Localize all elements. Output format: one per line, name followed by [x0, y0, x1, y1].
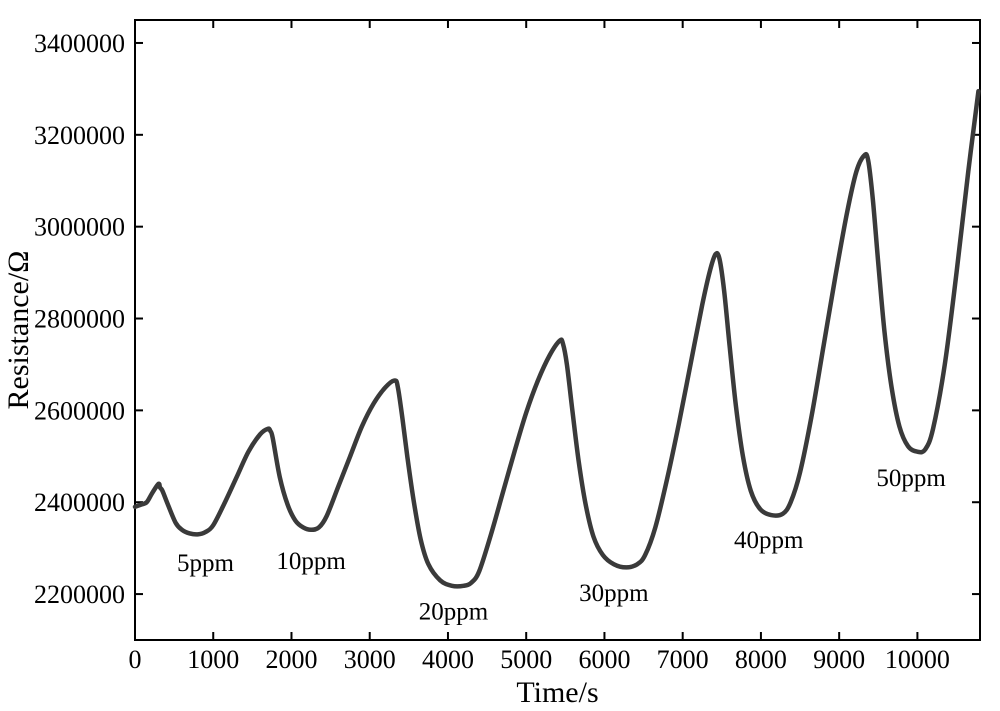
x-tick-label: 7000: [657, 645, 709, 674]
y-tick-label: 2600000: [34, 396, 125, 425]
y-tick-label: 3200000: [34, 121, 125, 150]
ppm-annotation: 50ppm: [876, 465, 946, 492]
x-axis-title: Time/s: [516, 676, 598, 709]
x-tick-label: 9000: [813, 645, 865, 674]
y-tick-label: 3400000: [34, 29, 125, 58]
ppm-annotation: 30ppm: [579, 580, 649, 607]
y-axis-title: Resistance/Ω: [2, 251, 35, 410]
x-tick-label: 2000: [265, 645, 317, 674]
y-tick-label: 2800000: [34, 305, 125, 334]
chart-svg: 0 1000 2000 3000 4000 5000 6000 7000 8000 9000 100…: [0, 0, 1000, 711]
plot-frame: [135, 20, 980, 640]
resistance-time-chart: 0 1000 2000 3000 4000 5000 6000 7000 8000 9000 100…: [0, 0, 1000, 711]
x-tick-label: 3000: [344, 645, 396, 674]
resistance-series: [135, 91, 978, 586]
x-tick-label: 8000: [735, 645, 787, 674]
ppm-annotation: 20ppm: [419, 598, 489, 625]
x-tick-label: 1000: [187, 645, 239, 674]
x-tick-label: 5000: [500, 645, 552, 674]
y-tick-label: 3000000: [34, 213, 125, 242]
ppm-annotation: 10ppm: [276, 548, 346, 575]
ppm-annotation: 40ppm: [734, 527, 804, 554]
ppm-annotation: 5ppm: [177, 550, 235, 577]
x-tick-label: 4000: [422, 645, 474, 674]
x-tick-label: 6000: [578, 645, 630, 674]
y-tick-label: 2200000: [34, 580, 125, 609]
x-tick-label: 0: [129, 645, 142, 674]
y-tick-label: 2400000: [34, 488, 125, 517]
x-tick-label: 10000: [885, 645, 950, 674]
